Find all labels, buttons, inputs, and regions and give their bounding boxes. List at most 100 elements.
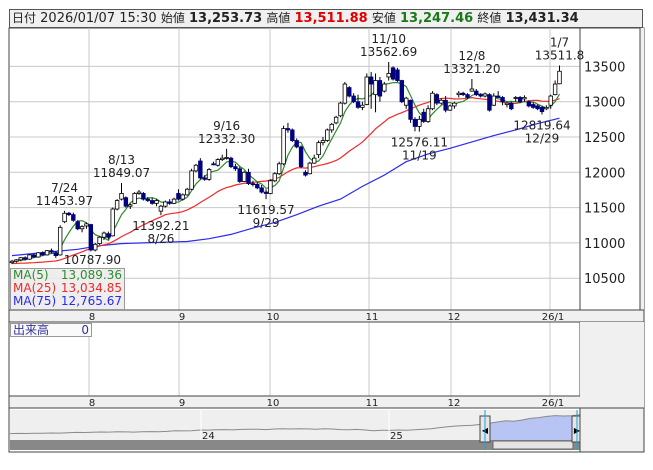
navigator-scrollbar-thumb[interactable] bbox=[492, 440, 574, 450]
candle[interactable] bbox=[316, 140, 321, 159]
candle[interactable] bbox=[36, 252, 41, 258]
candle[interactable] bbox=[176, 189, 181, 201]
candle[interactable] bbox=[31, 253, 37, 258]
candle[interactable] bbox=[351, 93, 356, 104]
candle[interactable] bbox=[290, 128, 295, 142]
candle[interactable] bbox=[263, 189, 269, 200]
candle[interactable] bbox=[513, 96, 518, 102]
candle[interactable] bbox=[399, 79, 405, 104]
candle[interactable] bbox=[386, 61, 391, 81]
candle[interactable] bbox=[110, 207, 115, 237]
candle[interactable] bbox=[49, 248, 54, 254]
candle[interactable] bbox=[531, 102, 536, 109]
candle[interactable] bbox=[171, 197, 177, 205]
candle[interactable] bbox=[145, 197, 150, 202]
candle[interactable] bbox=[250, 180, 256, 187]
candle[interactable] bbox=[154, 199, 159, 207]
candle[interactable] bbox=[285, 122, 291, 133]
candle[interactable] bbox=[53, 251, 58, 258]
candle[interactable] bbox=[500, 96, 505, 106]
candle[interactable] bbox=[552, 80, 558, 96]
candle[interactable] bbox=[338, 101, 343, 118]
candle[interactable] bbox=[373, 73, 378, 113]
candle[interactable] bbox=[255, 182, 260, 190]
candle[interactable] bbox=[202, 175, 207, 181]
candle[interactable] bbox=[329, 122, 334, 133]
candle[interactable] bbox=[443, 96, 448, 113]
candle[interactable] bbox=[71, 212, 76, 222]
candle[interactable] bbox=[495, 91, 501, 98]
candle[interactable] bbox=[101, 231, 107, 241]
candle[interactable] bbox=[62, 210, 67, 224]
candle[interactable] bbox=[128, 203, 133, 210]
candle[interactable] bbox=[198, 158, 203, 180]
candle[interactable] bbox=[224, 148, 229, 160]
candle[interactable] bbox=[347, 86, 352, 98]
candle[interactable] bbox=[106, 231, 111, 240]
candle[interactable] bbox=[206, 168, 212, 181]
candle[interactable] bbox=[136, 189, 142, 195]
candle[interactable] bbox=[557, 65, 562, 85]
candle[interactable] bbox=[163, 200, 168, 208]
candle[interactable] bbox=[312, 154, 317, 164]
candle[interactable] bbox=[141, 192, 146, 201]
candle[interactable] bbox=[149, 197, 155, 205]
candle[interactable] bbox=[303, 170, 308, 177]
candle[interactable] bbox=[355, 94, 361, 109]
candle[interactable] bbox=[539, 105, 545, 115]
candle[interactable] bbox=[93, 242, 98, 252]
candle[interactable] bbox=[132, 192, 137, 205]
candle[interactable] bbox=[478, 93, 483, 98]
candle[interactable] bbox=[18, 257, 23, 262]
candle[interactable] bbox=[276, 161, 282, 176]
candle[interactable] bbox=[382, 81, 387, 93]
candle[interactable] bbox=[189, 168, 194, 190]
candle[interactable] bbox=[241, 170, 247, 183]
candle[interactable] bbox=[180, 193, 186, 201]
candle[interactable] bbox=[412, 117, 418, 132]
candle[interactable] bbox=[9, 259, 15, 265]
candle[interactable] bbox=[360, 101, 365, 111]
candle[interactable] bbox=[421, 108, 426, 123]
candle[interactable] bbox=[167, 199, 172, 205]
candle[interactable] bbox=[228, 156, 234, 169]
candle[interactable] bbox=[474, 88, 479, 97]
candle[interactable] bbox=[79, 225, 85, 233]
candle[interactable] bbox=[482, 92, 488, 98]
candle[interactable] bbox=[233, 163, 238, 171]
candle[interactable] bbox=[364, 73, 369, 106]
candle[interactable] bbox=[259, 185, 264, 194]
candle[interactable] bbox=[403, 96, 409, 109]
candle[interactable] bbox=[377, 76, 383, 102]
candle[interactable] bbox=[333, 115, 339, 125]
candle[interactable] bbox=[452, 101, 457, 109]
candle[interactable] bbox=[14, 259, 19, 263]
candle[interactable] bbox=[272, 172, 277, 183]
candle[interactable] bbox=[22, 256, 28, 261]
candle[interactable] bbox=[215, 158, 221, 167]
candle[interactable] bbox=[522, 95, 527, 102]
candle[interactable] bbox=[97, 235, 102, 246]
candle[interactable] bbox=[268, 179, 273, 195]
candle[interactable] bbox=[465, 93, 470, 99]
candle[interactable] bbox=[390, 66, 396, 81]
candle[interactable] bbox=[417, 115, 422, 132]
candle[interactable] bbox=[40, 251, 45, 256]
candle[interactable] bbox=[487, 93, 492, 112]
candle[interactable] bbox=[84, 222, 89, 229]
candle[interactable] bbox=[123, 196, 129, 208]
candle[interactable] bbox=[158, 204, 164, 216]
candle[interactable] bbox=[460, 91, 466, 97]
candle[interactable] bbox=[75, 220, 80, 231]
candle[interactable] bbox=[88, 223, 94, 252]
candle[interactable] bbox=[548, 94, 553, 109]
candle[interactable] bbox=[220, 154, 225, 162]
candle[interactable] bbox=[44, 249, 50, 256]
candle[interactable] bbox=[469, 79, 475, 92]
navigator-scrollbar-track[interactable] bbox=[10, 440, 580, 450]
candle[interactable] bbox=[535, 104, 540, 111]
candle[interactable] bbox=[425, 105, 431, 123]
candle[interactable] bbox=[504, 101, 510, 108]
candle[interactable] bbox=[368, 72, 374, 109]
